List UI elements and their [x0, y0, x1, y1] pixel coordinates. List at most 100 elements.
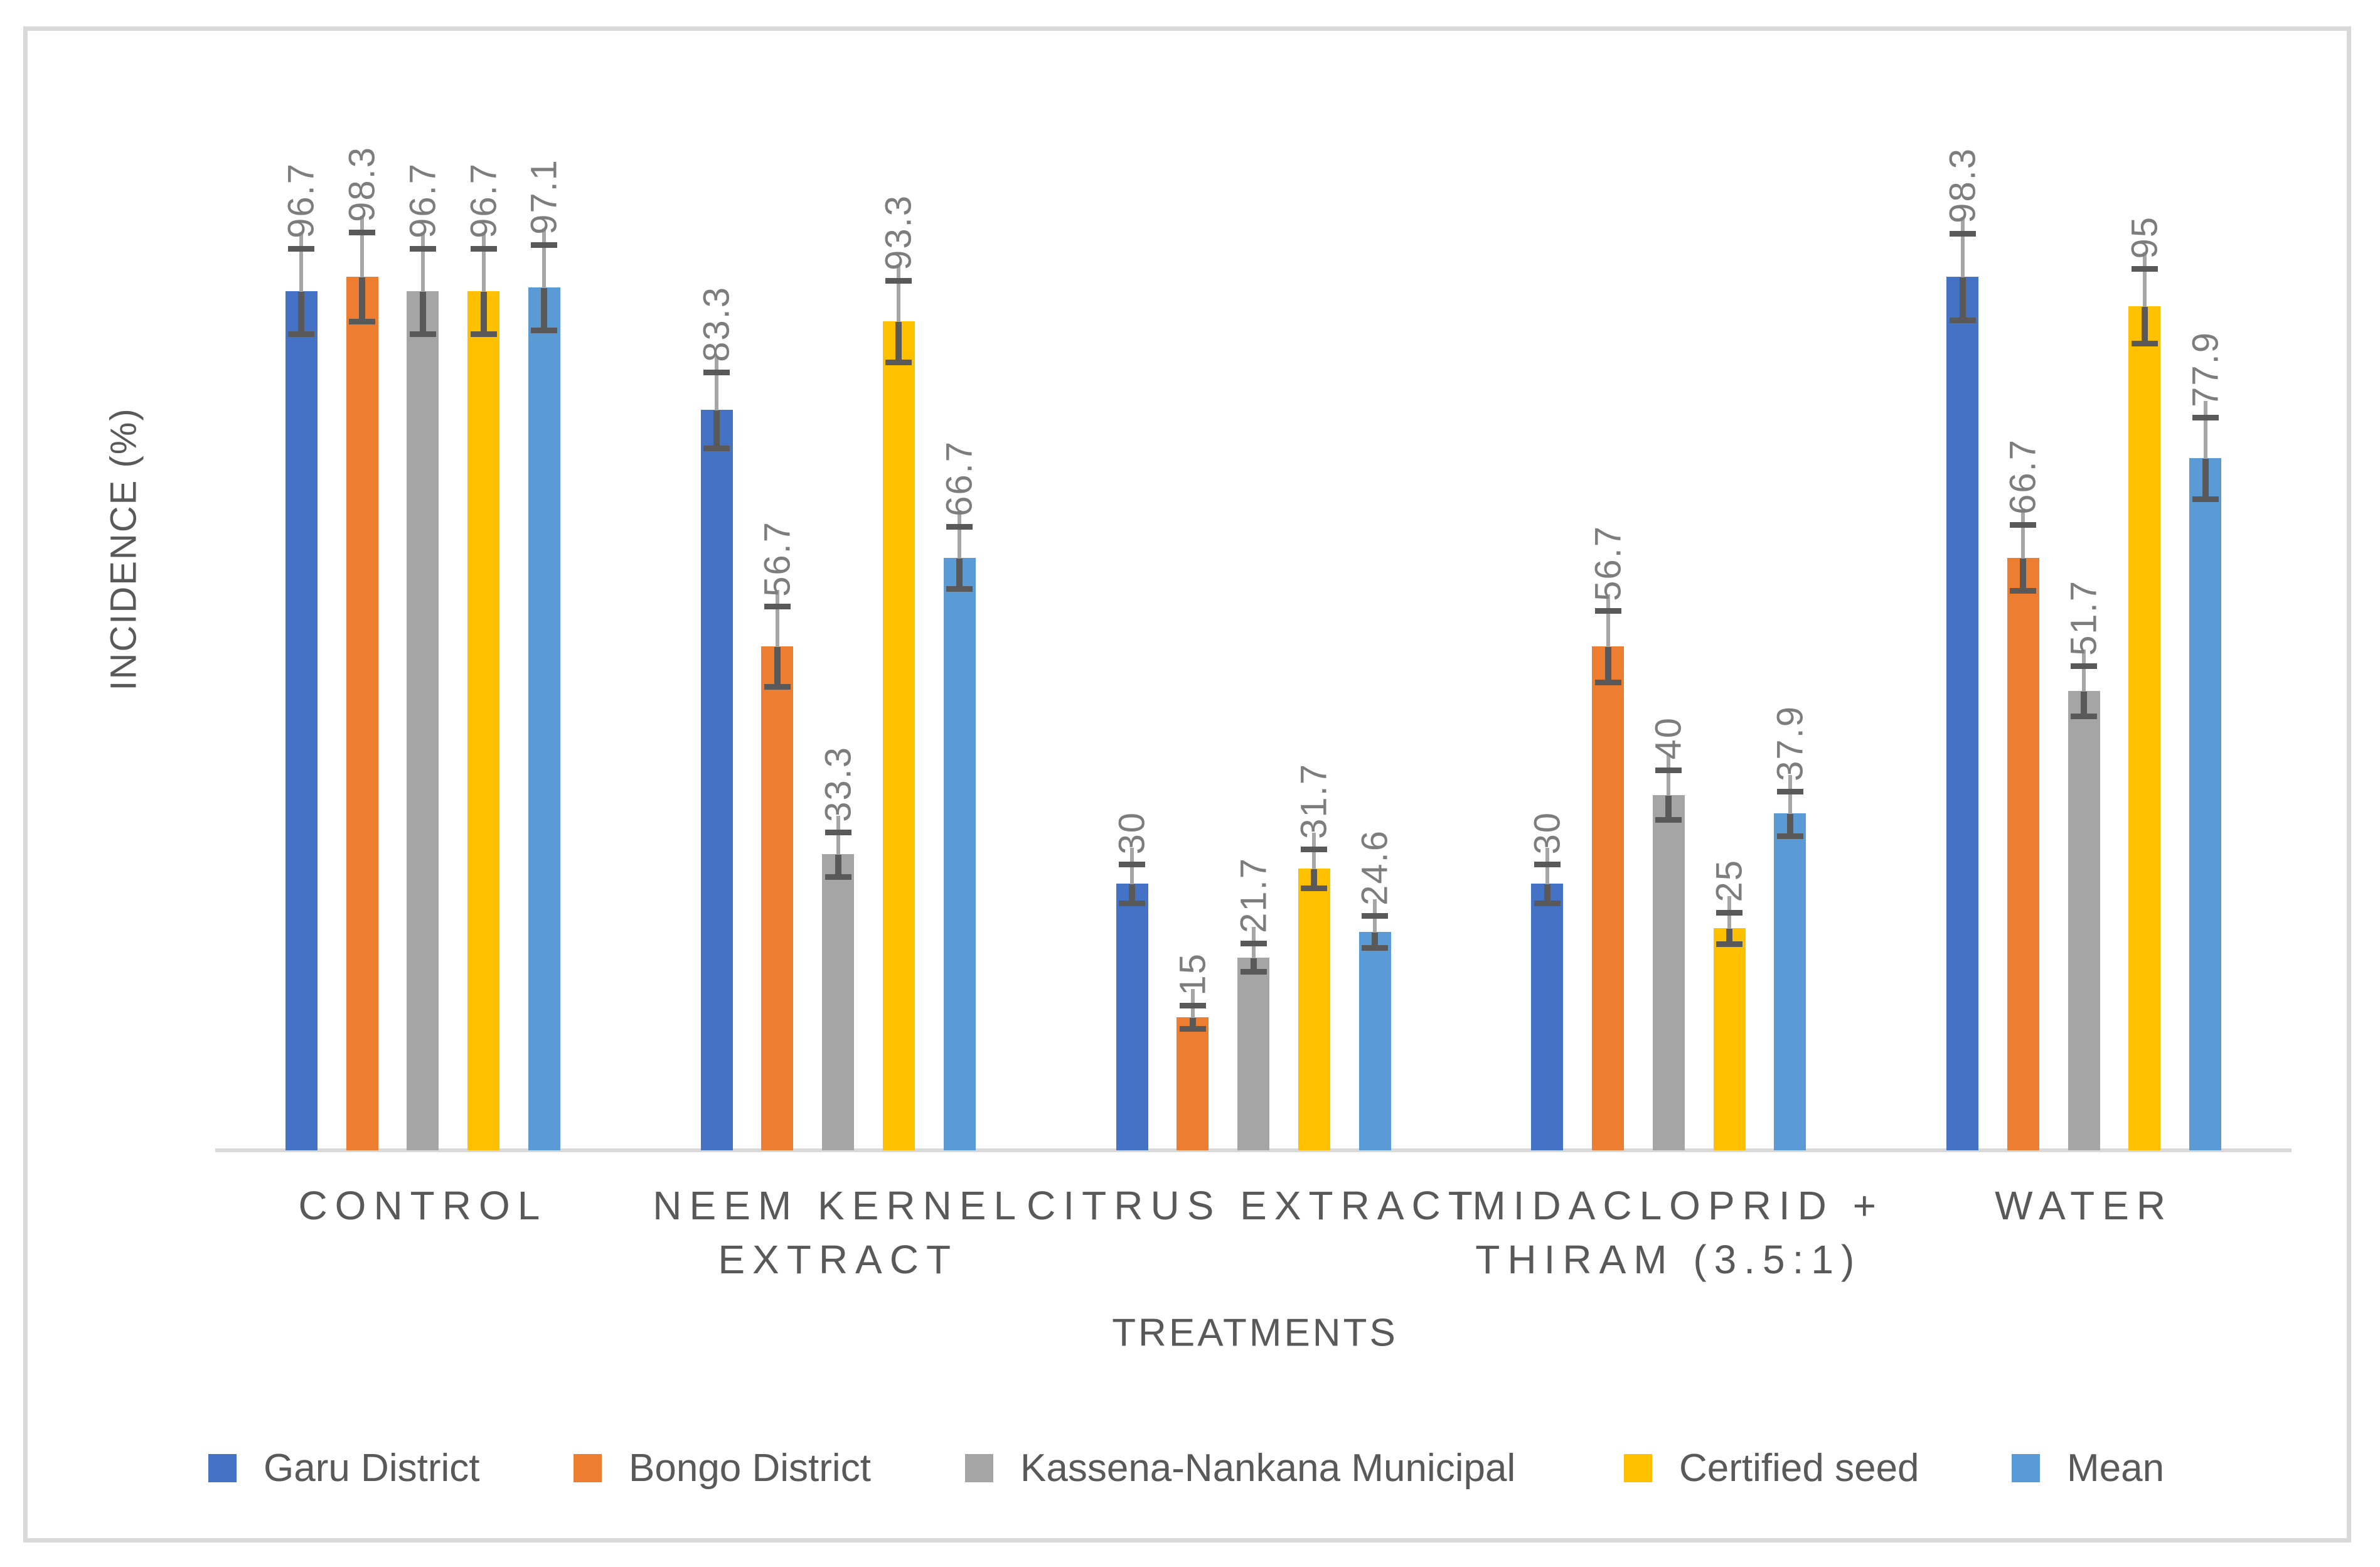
error-bar-cap-top: [409, 245, 436, 252]
error-bar-cap-bottom: [409, 331, 436, 337]
error-bar-line-dark: [480, 291, 487, 336]
error-bar-cap-bottom: [1119, 901, 1145, 907]
data-label-text: 98.3: [341, 146, 383, 223]
error-bar-line-light: [2082, 650, 2086, 716]
error-bar-cap-top: [824, 830, 851, 836]
error-bar-line-light: [1960, 217, 1965, 321]
error-bar-cap-top: [1594, 608, 1621, 614]
legend-item: Garu District: [208, 1446, 479, 1490]
error-bar-line-light: [958, 510, 962, 589]
error-bar-line-light: [775, 590, 779, 687]
error-bar-line-dark: [1311, 869, 1318, 891]
error-bar-line-dark: [2141, 306, 2148, 346]
error-bar-line-light: [897, 264, 901, 362]
error-bar-line-dark: [2020, 558, 2027, 593]
error-bar-line-light: [1373, 899, 1377, 948]
error-bar-cap-bottom: [2010, 587, 2037, 594]
error-bar-cap-top: [1240, 941, 1267, 947]
error-bar-line-dark: [1372, 932, 1378, 951]
bar: [2007, 557, 2039, 1150]
error-bar-line-light: [1606, 594, 1610, 682]
error-bar-line-light: [299, 232, 304, 334]
data-label-text: 30: [1527, 811, 1568, 855]
legend-item: Bongo District: [574, 1446, 871, 1490]
x-axis-category-text: CONTROL: [298, 1183, 548, 1228]
legend-item: Kassena-Nankana Municipal: [965, 1446, 1515, 1490]
error-bar-cap-bottom: [1655, 817, 1682, 823]
error-bar-cap-bottom: [1179, 1026, 1206, 1032]
data-label-text: 56.7: [757, 520, 798, 597]
bar: [1358, 931, 1391, 1150]
x-axis-category-text: WATER: [1995, 1183, 2174, 1228]
error-bar-line-dark: [1189, 1017, 1196, 1031]
error-bar-cap-bottom: [1594, 679, 1621, 685]
error-bar-line-dark: [713, 410, 720, 451]
error-bar-line-light: [2021, 508, 2025, 591]
error-bar-cap-bottom: [1716, 941, 1743, 948]
error-bar-cap-bottom: [470, 331, 497, 337]
error-bar-cap-top: [1301, 846, 1328, 852]
data-label-text: 30: [1111, 811, 1153, 855]
x-axis-line: [215, 1148, 2292, 1152]
legend-item: Mean: [2012, 1446, 2164, 1490]
data-label-text: 96.7: [402, 162, 444, 238]
error-bar-line-light: [542, 228, 547, 331]
data-label-text: 31.7: [1293, 763, 1335, 839]
legend-label: Garu District: [264, 1447, 480, 1490]
error-bar-line-light: [1251, 927, 1256, 972]
bar: [1946, 277, 1979, 1150]
error-bar-line-dark: [2202, 458, 2209, 502]
bar: [285, 291, 318, 1150]
error-bar-line-dark: [1959, 277, 1966, 323]
bar: [1592, 646, 1625, 1150]
error-bar-cap-top: [1776, 788, 1803, 794]
error-bar-cap-bottom: [764, 683, 791, 690]
error-bar-cap-top: [1362, 913, 1388, 919]
error-bar-cap-bottom: [2071, 713, 2098, 719]
data-label-text: 95: [2124, 215, 2165, 259]
error-bar-line-dark: [1250, 958, 1257, 975]
error-bar-line-dark: [1604, 647, 1611, 685]
error-bar-line-light: [481, 232, 486, 334]
data-label-text: 96.7: [463, 162, 504, 238]
error-bar-line-dark: [1786, 814, 1793, 838]
legend-swatch: [208, 1454, 237, 1482]
error-bar-line-light: [1190, 989, 1195, 1029]
data-label-text: 77.9: [2185, 331, 2226, 407]
error-bar-line-light: [1545, 848, 1549, 904]
error-bar-line-light: [1130, 848, 1134, 904]
legend-label: Certified seed: [1679, 1447, 1919, 1490]
data-label-text: 25: [1709, 858, 1750, 902]
legend-label: Mean: [2067, 1447, 2165, 1490]
error-bar-line-light: [360, 216, 365, 321]
error-bar-cap-bottom: [946, 586, 973, 592]
error-bar-line-dark: [1129, 884, 1135, 906]
bar: [467, 291, 500, 1150]
error-bar-line-light: [715, 355, 719, 449]
error-bar-cap-bottom: [288, 331, 315, 337]
error-bar-line-dark: [1665, 795, 1672, 823]
bar: [1177, 1017, 1209, 1150]
error-bar-line-dark: [2081, 691, 2088, 719]
error-bar-line-dark: [1726, 929, 1733, 947]
bar: [1298, 869, 1330, 1150]
error-bar-line-light: [1667, 753, 1671, 820]
legend-label: Bongo District: [629, 1447, 871, 1490]
data-label-text: 96.7: [280, 162, 322, 238]
bar: [407, 291, 439, 1150]
bar: [1652, 794, 1685, 1150]
data-label-text: 37.9: [1769, 705, 1811, 781]
x-axis-category-text: CITRUS EXTRACT: [1027, 1183, 1480, 1228]
legend-label: Kassena-Nankana Municipal: [1020, 1447, 1516, 1490]
error-bar-cap-bottom: [885, 360, 912, 365]
error-bar-line-dark: [956, 558, 963, 592]
error-bar-cap-top: [288, 245, 315, 252]
data-label-text: 66.7: [2002, 439, 2044, 515]
error-bar-cap-top: [2192, 414, 2219, 420]
error-bar-cap-bottom: [1534, 901, 1561, 907]
error-bar-line-dark: [835, 855, 841, 879]
error-bar-line-light: [2142, 252, 2147, 344]
legend-swatch: [2012, 1454, 2040, 1482]
error-bar-cap-top: [1119, 862, 1145, 868]
